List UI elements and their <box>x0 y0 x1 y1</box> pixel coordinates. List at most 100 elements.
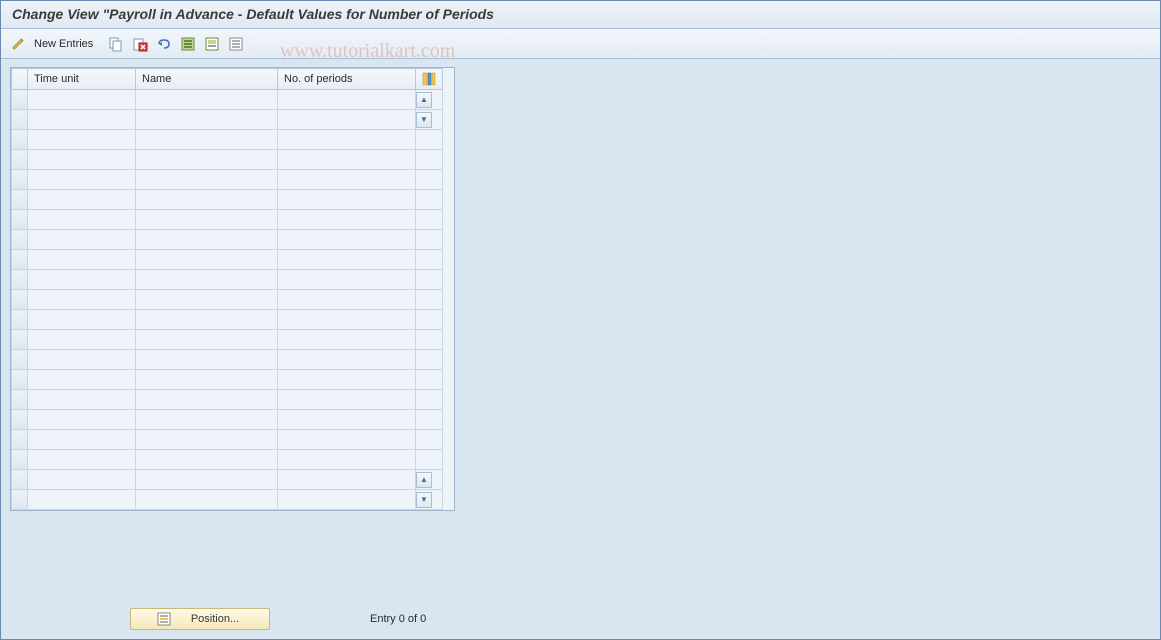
configure-columns-button[interactable] <box>416 69 443 90</box>
cell-time-unit[interactable] <box>28 230 136 250</box>
cell-time-unit[interactable] <box>28 310 136 330</box>
row-selector[interactable] <box>12 210 28 230</box>
cell-name[interactable] <box>136 190 278 210</box>
cell-no-periods[interactable] <box>278 170 416 190</box>
cell-name[interactable] <box>136 330 278 350</box>
column-header-time-unit[interactable]: Time unit <box>28 69 136 90</box>
row-selector[interactable] <box>12 310 28 330</box>
scroll-up-button[interactable]: ▲ <box>416 92 432 108</box>
cell-no-periods[interactable] <box>278 110 416 130</box>
cell-name[interactable] <box>136 350 278 370</box>
cell-name[interactable] <box>136 110 278 130</box>
scroll-cell[interactable] <box>416 250 443 270</box>
select-block-icon[interactable] <box>203 35 221 53</box>
scroll-cell[interactable] <box>416 350 443 370</box>
scroll-cell[interactable] <box>416 290 443 310</box>
cell-name[interactable] <box>136 250 278 270</box>
scroll-cell[interactable] <box>416 130 443 150</box>
column-header-no-periods[interactable]: No. of periods <box>278 69 416 90</box>
row-selector[interactable] <box>12 450 28 470</box>
cell-time-unit[interactable] <box>28 110 136 130</box>
cell-no-periods[interactable] <box>278 290 416 310</box>
cell-no-periods[interactable] <box>278 430 416 450</box>
row-selector[interactable] <box>12 270 28 290</box>
cell-time-unit[interactable] <box>28 390 136 410</box>
delete-icon[interactable] <box>131 35 149 53</box>
cell-name[interactable] <box>136 230 278 250</box>
cell-time-unit[interactable] <box>28 450 136 470</box>
scroll-down-button[interactable]: ▼ <box>416 492 432 508</box>
cell-no-periods[interactable] <box>278 450 416 470</box>
row-selector[interactable] <box>12 430 28 450</box>
scroll-cell[interactable] <box>416 210 443 230</box>
cell-no-periods[interactable] <box>278 190 416 210</box>
scroll-cell[interactable] <box>416 370 443 390</box>
row-selector[interactable] <box>12 490 28 510</box>
cell-name[interactable] <box>136 130 278 150</box>
cell-name[interactable] <box>136 370 278 390</box>
cell-no-periods[interactable] <box>278 410 416 430</box>
position-button[interactable]: Position... <box>130 608 270 630</box>
cell-no-periods[interactable] <box>278 270 416 290</box>
cell-name[interactable] <box>136 490 278 510</box>
cell-no-periods[interactable] <box>278 370 416 390</box>
cell-time-unit[interactable] <box>28 370 136 390</box>
deselect-all-icon[interactable] <box>227 35 245 53</box>
scroll-cell[interactable] <box>416 330 443 350</box>
scroll-cell[interactable] <box>416 270 443 290</box>
cell-no-periods[interactable] <box>278 130 416 150</box>
cell-no-periods[interactable] <box>278 310 416 330</box>
cell-no-periods[interactable] <box>278 90 416 110</box>
cell-name[interactable] <box>136 450 278 470</box>
cell-no-periods[interactable] <box>278 210 416 230</box>
cell-time-unit[interactable] <box>28 490 136 510</box>
cell-no-periods[interactable] <box>278 330 416 350</box>
cell-no-periods[interactable] <box>278 230 416 250</box>
cell-name[interactable] <box>136 430 278 450</box>
scroll-cell[interactable] <box>416 310 443 330</box>
cell-time-unit[interactable] <box>28 290 136 310</box>
cell-time-unit[interactable] <box>28 190 136 210</box>
scroll-page-down-button[interactable]: ▲ <box>416 472 432 488</box>
select-all-icon[interactable] <box>179 35 197 53</box>
row-selector[interactable] <box>12 390 28 410</box>
scroll-cell[interactable] <box>416 170 443 190</box>
row-selector[interactable] <box>12 250 28 270</box>
cell-time-unit[interactable] <box>28 330 136 350</box>
row-selector[interactable] <box>12 410 28 430</box>
scroll-cell[interactable] <box>416 410 443 430</box>
row-selector[interactable] <box>12 370 28 390</box>
row-selector[interactable] <box>12 330 28 350</box>
cell-name[interactable] <box>136 390 278 410</box>
row-selector[interactable] <box>12 130 28 150</box>
cell-name[interactable] <box>136 290 278 310</box>
cell-name[interactable] <box>136 210 278 230</box>
cell-time-unit[interactable] <box>28 470 136 490</box>
cell-name[interactable] <box>136 270 278 290</box>
cell-no-periods[interactable] <box>278 470 416 490</box>
cell-time-unit[interactable] <box>28 250 136 270</box>
cell-name[interactable] <box>136 90 278 110</box>
cell-no-periods[interactable] <box>278 390 416 410</box>
cell-name[interactable] <box>136 170 278 190</box>
row-selector[interactable] <box>12 110 28 130</box>
cell-time-unit[interactable] <box>28 150 136 170</box>
cell-time-unit[interactable] <box>28 90 136 110</box>
new-entries-button[interactable]: New Entries <box>34 38 93 50</box>
cell-time-unit[interactable] <box>28 170 136 190</box>
cell-no-periods[interactable] <box>278 250 416 270</box>
cell-time-unit[interactable] <box>28 410 136 430</box>
scroll-cell[interactable] <box>416 190 443 210</box>
row-selector[interactable] <box>12 190 28 210</box>
row-selector[interactable] <box>12 170 28 190</box>
scroll-cell[interactable] <box>416 390 443 410</box>
cell-no-periods[interactable] <box>278 350 416 370</box>
cell-time-unit[interactable] <box>28 210 136 230</box>
toggle-edit-icon[interactable] <box>10 35 28 53</box>
cell-time-unit[interactable] <box>28 270 136 290</box>
scroll-cell[interactable] <box>416 430 443 450</box>
row-selector[interactable] <box>12 150 28 170</box>
cell-no-periods[interactable] <box>278 150 416 170</box>
cell-time-unit[interactable] <box>28 130 136 150</box>
row-selector[interactable] <box>12 90 28 110</box>
